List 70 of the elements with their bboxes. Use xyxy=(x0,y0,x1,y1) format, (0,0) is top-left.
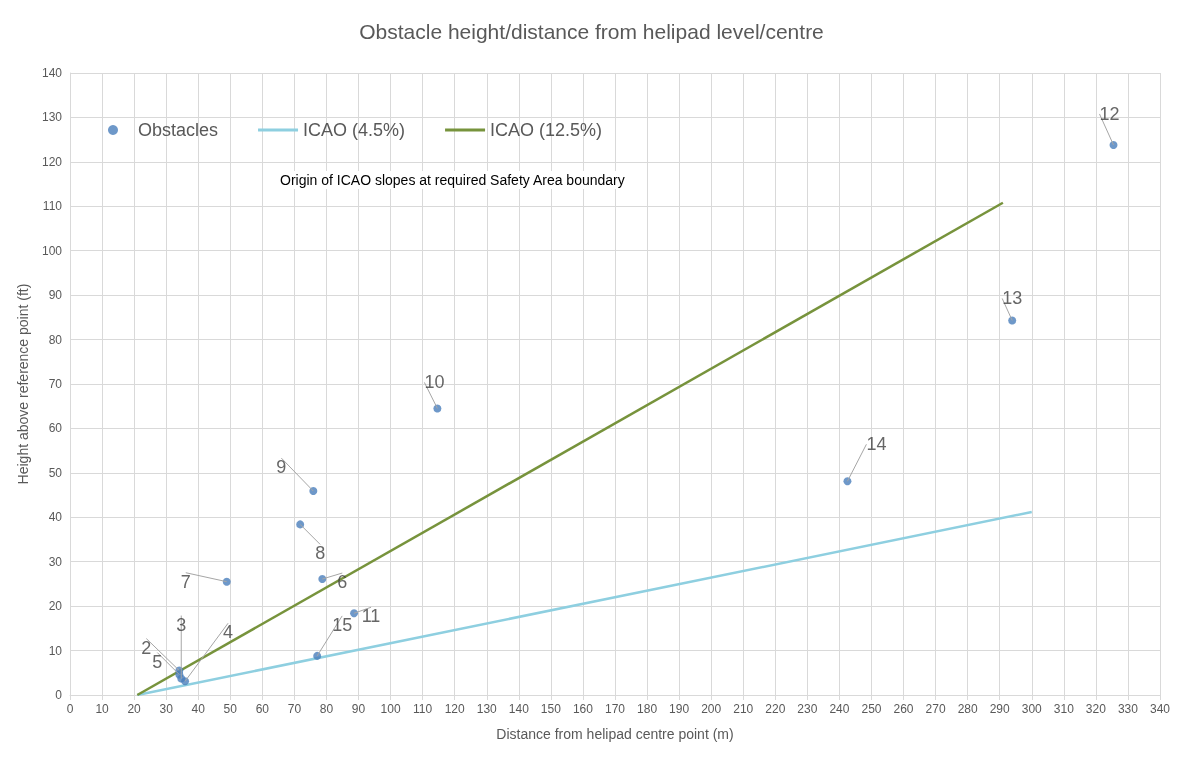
annotation: 5 xyxy=(152,651,163,672)
y-tick-label: 110 xyxy=(42,199,63,214)
y-tick-label: 0 xyxy=(55,688,63,702)
annotation: 12 xyxy=(1099,103,1120,124)
x-tick-label: 170 xyxy=(604,702,626,716)
x-tick-label: 20 xyxy=(127,702,142,716)
x-tick-label: 260 xyxy=(893,702,914,716)
x-tick-label: 280 xyxy=(957,702,978,716)
x-tick-label: 220 xyxy=(765,702,786,716)
annotation: 2 xyxy=(141,637,152,658)
annotation: 8 xyxy=(315,543,326,564)
x-tick-label: 160 xyxy=(572,702,594,716)
y-tick-label: 50 xyxy=(48,465,63,480)
y-tick-label: 70 xyxy=(48,377,63,391)
y-tick-label: 60 xyxy=(48,421,63,436)
y-axis-title: Height above reference point (ft) xyxy=(15,283,31,485)
x-tick-label: 200 xyxy=(701,702,722,716)
x-axis-title: Distance from helipad centre point (m) xyxy=(496,726,734,742)
x-tick-label: 80 xyxy=(319,702,334,716)
y-tick-label: 130 xyxy=(41,110,63,125)
x-tick-label: 240 xyxy=(829,702,850,716)
annotation: 7 xyxy=(180,571,191,592)
x-tick-label: 0 xyxy=(66,702,74,716)
annotation: 9 xyxy=(276,457,287,478)
x-tick-label: 120 xyxy=(444,702,466,716)
y-tick-label: 40 xyxy=(48,510,63,525)
y-tick-label: 20 xyxy=(48,599,63,614)
x-tick-label: 340 xyxy=(1149,702,1171,716)
x-tick-label: 140 xyxy=(508,702,530,716)
x-tick-label: 320 xyxy=(1085,702,1107,716)
annotation: 4 xyxy=(223,622,234,643)
annotation: 14 xyxy=(866,434,887,455)
x-tick-label: 210 xyxy=(733,702,754,716)
legend-label: ICAO (4.5%) xyxy=(303,120,406,140)
x-tick-label: 130 xyxy=(476,702,498,716)
x-tick-label: 110 xyxy=(413,702,433,716)
x-tick-label: 100 xyxy=(380,702,401,716)
x-tick-label: 90 xyxy=(351,702,366,716)
legend-label: ICAO (12.5%) xyxy=(490,120,603,140)
x-tick-label: 230 xyxy=(797,702,818,716)
x-tick-label: 180 xyxy=(637,702,658,716)
x-tick-label: 190 xyxy=(669,702,690,716)
y-tick-label: 80 xyxy=(48,332,63,347)
chart-title: Obstacle height/distance from helipad level/centre xyxy=(359,20,824,43)
annotation: 3 xyxy=(176,614,187,635)
annotation: 13 xyxy=(1002,288,1023,309)
y-tick-label: 100 xyxy=(41,243,63,258)
x-tick-label: 30 xyxy=(159,702,174,716)
x-tick-label: 40 xyxy=(191,702,206,716)
y-tick-label: 140 xyxy=(41,66,63,80)
legend-label: Obstacles xyxy=(138,120,219,140)
x-tick-label: 70 xyxy=(287,702,302,716)
annotation: Origin of ICAO slopes at required Safety Area boundary xyxy=(280,172,625,188)
x-tick-label: 290 xyxy=(989,702,1011,716)
x-tick-label: 250 xyxy=(861,702,882,716)
y-tick-label: 90 xyxy=(48,288,63,303)
x-tick-label: 10 xyxy=(95,702,110,716)
annotation: 11 xyxy=(361,606,381,627)
annotation: 15 xyxy=(332,614,353,635)
x-tick-label: 270 xyxy=(925,702,946,716)
x-tick-label: 310 xyxy=(1053,702,1075,716)
x-tick-label: 330 xyxy=(1117,702,1139,716)
x-tick-label: 50 xyxy=(223,702,238,716)
x-tick-label: 300 xyxy=(1021,702,1043,716)
y-tick-label: 120 xyxy=(41,154,63,169)
x-tick-label: 150 xyxy=(540,702,562,716)
annotation: 10 xyxy=(424,372,445,393)
x-tick-label: 60 xyxy=(255,702,270,716)
y-tick-label: 30 xyxy=(48,554,63,569)
y-tick-label: 10 xyxy=(48,643,63,658)
